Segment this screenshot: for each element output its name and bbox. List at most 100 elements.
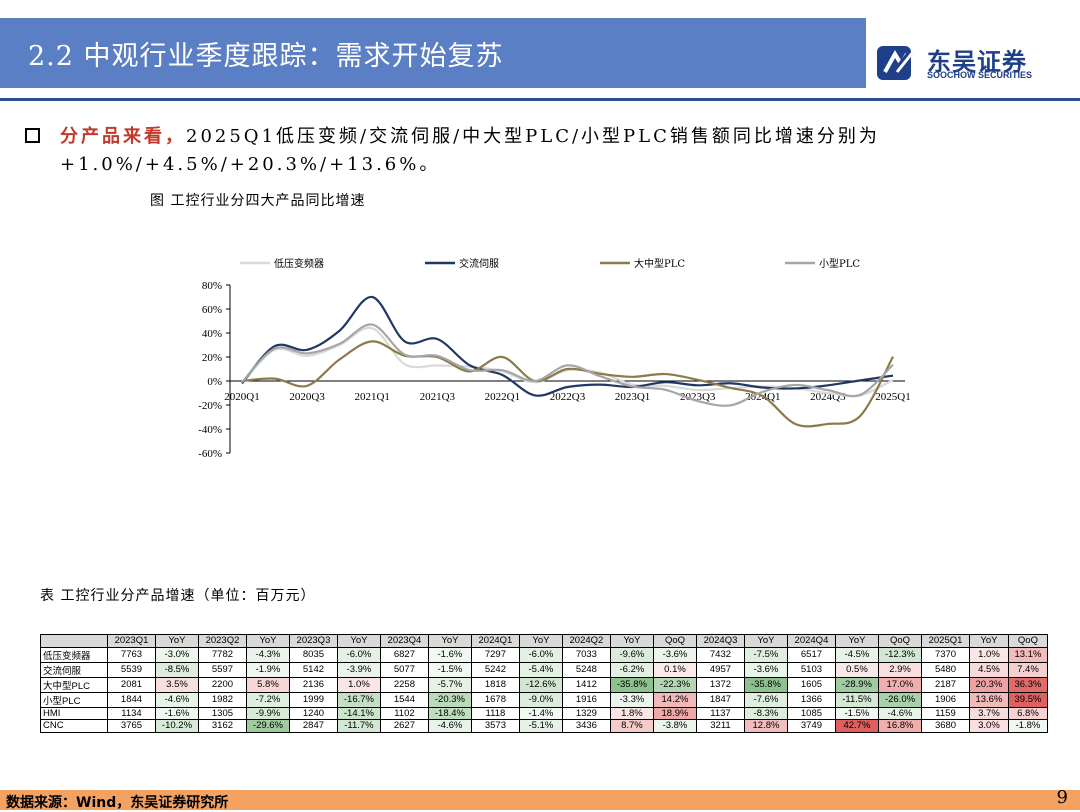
table-header-cell: QoQ (877, 634, 923, 648)
table-cell: 1906 (921, 691, 970, 708)
table-row: HMI 1134 -1.6% 1305 -9.9% 1240 -14.1% 1102 -18.4… (39, 706, 1049, 720)
table-header-row: 2023Q1 YoY 2023Q2 YoY 2023Q3 YoY 2023Q4 YoY 2024… (39, 634, 1049, 648)
product-growth-table: 2023Q1 YoY 2023Q2 YoY 2023Q3 YoY 2023Q4 YoY 2024… (39, 634, 1049, 733)
table-cell: -1.4% (518, 706, 563, 720)
table-cell: -1.9% (245, 661, 291, 678)
x-tick-label: 2021Q3 (420, 391, 456, 403)
table-cell: 1137 (696, 706, 745, 720)
row-label: 交流伺服 (39, 661, 109, 678)
table-cell: -28.9% (834, 676, 879, 693)
table-cell: 2187 (921, 676, 970, 693)
table-cell: 3211 (696, 719, 745, 733)
table-cell: -3.0% (154, 646, 200, 663)
table-row: 交流伺服 5539 -8.5% 5597 -1.9% 5142 -3.9% 5077 -1.5%… (39, 661, 1049, 678)
table-cell: -1.6% (154, 706, 200, 720)
growth-line-chart: 80% 60% 40% 20% 0% -20% -40% -60% 2020Q1 2020Q3 20… (198, 257, 911, 460)
figure-caption: 图 工控行业分四大产品同比增速 (150, 193, 366, 209)
y-tick-label: 60% (202, 304, 222, 316)
table-cell: 2.9% (877, 661, 923, 678)
legend-label-2: 大中型PLC (634, 257, 685, 270)
x-tick-label: 2020Q1 (224, 391, 259, 403)
y-tick-label: 40% (202, 328, 222, 340)
table-cell: -3.6% (743, 661, 789, 678)
table-row: CNC 3765 -10.2% 3162 -29.6% 2847 -11.7% 2627 -4.… (39, 719, 1049, 733)
bullet-paragraph: 分产品来看，2025Q1低压变频/交流伺服/中大型PLC/小型PLC销售额同比增… (60, 123, 1060, 179)
table-cell: 7763 (107, 646, 156, 663)
table-cell: 3436 (561, 719, 611, 733)
bullet-body: 2025Q1低压变频/交流伺服/中大型PLC/小型PLC销售额同比增速分别为+1… (60, 126, 880, 175)
header-band (0, 18, 866, 88)
logo-en-text: SOOCHOW SECURITIES (927, 70, 1033, 80)
table-cell: 20.3% (968, 676, 1009, 693)
table-cell: 1085 (787, 706, 836, 720)
table-cell: 2081 (107, 676, 156, 693)
table-cell: 5242 (470, 661, 520, 678)
table-cell: 1.0% (336, 676, 381, 693)
table-cell: 1.8% (609, 706, 654, 720)
table-cell: -14.1% (336, 706, 381, 720)
table-header-cell: YoY (834, 634, 879, 648)
legend-label-0: 低压变频器 (274, 257, 324, 270)
table-cell: 0.5% (834, 661, 879, 678)
table-cell: -6.2% (609, 661, 654, 678)
table-cell: 5142 (289, 661, 338, 678)
table-cell: 3162 (198, 719, 247, 733)
table-cell: -3.8% (652, 719, 698, 733)
y-tick-label: 0% (207, 376, 222, 388)
table-cell: 3.0% (968, 719, 1009, 733)
table-cell: 14.2% (652, 691, 698, 708)
table-cell: 5539 (107, 661, 156, 678)
table-cell: 36.3% (1007, 676, 1049, 693)
row-label: HMI (39, 706, 109, 720)
table-cell: -1.8% (1007, 719, 1049, 733)
y-tick-label: -40% (198, 424, 222, 436)
y-tick-label: 20% (202, 352, 222, 364)
table-cell: 7.4% (1007, 661, 1049, 678)
table-cell: 1544 (379, 691, 429, 708)
table-cell: -5.7% (427, 676, 472, 693)
table-cell: 3573 (470, 719, 520, 733)
legend-label-1: 交流伺服 (459, 257, 499, 270)
table-cell: 1916 (561, 691, 611, 708)
table-header-cell: YoY (968, 634, 1009, 648)
bullet-lead: 分产品来看， (60, 126, 186, 147)
x-tick-label: 2025Q1 (875, 391, 910, 403)
x-tick-label: 2023Q3 (680, 391, 716, 403)
table-cell: -5.4% (518, 661, 563, 678)
table-cell: 1982 (198, 691, 247, 708)
table-cell: -29.6% (245, 719, 291, 733)
table-cell: 1.0% (968, 646, 1009, 663)
table-cell: 1678 (470, 691, 520, 708)
table-cell: 3749 (787, 719, 836, 733)
table-header-cell: YoY (518, 634, 563, 648)
page-title: 2.2 中观行业季度跟踪：需求开始复苏 (28, 41, 504, 72)
table-cell: -9.0% (518, 691, 563, 708)
table-cell: -11.7% (336, 719, 381, 733)
table-cell: 1372 (696, 676, 745, 693)
logo-cn-text: 东吴证券 (927, 48, 1027, 76)
table-header-cell: YoY (609, 634, 654, 648)
footer-source: 数据来源：Wind，东吴证券研究所 (6, 795, 229, 811)
table-cell: 16.8% (877, 719, 923, 733)
legend-label-3: 小型PLC (819, 257, 860, 270)
table-cell: 1118 (470, 706, 520, 720)
table-cell: 6827 (379, 646, 429, 663)
series-line-2 (241, 340, 894, 428)
table-cell: 18.9% (652, 706, 698, 720)
table-cell: -7.6% (743, 691, 789, 708)
table-cell: 5248 (561, 661, 611, 678)
table-header-cell: YoY (245, 634, 291, 648)
table-cell: 7782 (198, 646, 247, 663)
table-header-cell: 2023Q3 (289, 634, 338, 648)
x-tick-label: 2022Q1 (485, 391, 520, 403)
table-cell: 1366 (787, 691, 836, 708)
table-cell: -6.0% (336, 646, 381, 663)
table-header-cell: QoQ (1007, 634, 1049, 648)
table-cell: -6.0% (518, 646, 563, 663)
table-cell: -3.9% (336, 661, 381, 678)
table-header-cell: 2024Q1 (470, 634, 520, 648)
table-header-cell: 2024Q2 (561, 634, 611, 648)
footer-band (0, 790, 1080, 810)
table-cell: 1847 (696, 691, 745, 708)
table-cell: 4957 (696, 661, 745, 678)
